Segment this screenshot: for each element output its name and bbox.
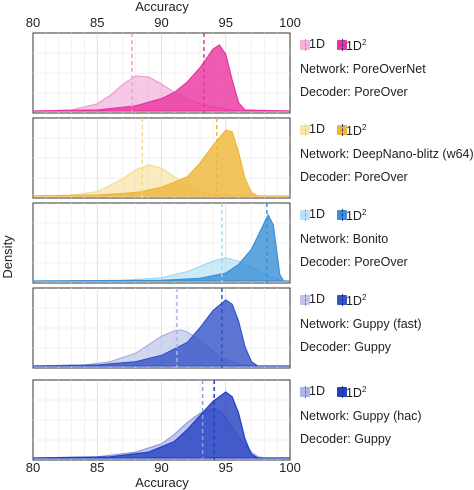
network-label: Network: DeepNano-blitz (w64) bbox=[300, 147, 474, 161]
bottom-tick-label: 100 bbox=[279, 460, 301, 475]
legend-mean-line bbox=[305, 38, 306, 51]
legend-label: 1D bbox=[309, 122, 325, 136]
legend-label: 1D2 bbox=[345, 38, 367, 53]
legend-mean-line bbox=[341, 208, 343, 221]
legend-label: 1D bbox=[309, 37, 325, 51]
density-area-1d2 bbox=[32, 213, 290, 282]
legend-label: 1D bbox=[309, 292, 325, 306]
legend-mean-line bbox=[305, 208, 306, 221]
top-tick-label: 100 bbox=[279, 15, 301, 30]
panel-legend: 1D 1D2 Network: DeepNano-blitz (w64) Decode… bbox=[300, 116, 474, 189]
panel-3 bbox=[32, 202, 291, 284]
top-tick-label: 80 bbox=[26, 15, 40, 30]
legend-label: 1D2 bbox=[345, 385, 367, 400]
legend-label: 1D bbox=[309, 384, 325, 398]
legend-item-1d2: 1D2 bbox=[336, 378, 367, 405]
panel-5 bbox=[32, 379, 291, 461]
legend-item-1d: 1D bbox=[300, 118, 325, 141]
top-tick-label: 95 bbox=[219, 15, 233, 30]
legend-label: 1D2 bbox=[345, 208, 367, 223]
top-tick-label: 85 bbox=[90, 15, 104, 30]
legend-series-row: 1D 1D2 bbox=[300, 201, 408, 228]
network-label: Network: Bonito bbox=[300, 232, 389, 246]
legend-item-1d: 1D bbox=[300, 203, 325, 226]
decoder-label: Decoder: PoreOver bbox=[300, 85, 408, 99]
legend-item-1d2: 1D2 bbox=[336, 201, 367, 228]
legend-mean-line bbox=[341, 38, 343, 51]
decoder-label: Decoder: Guppy bbox=[300, 340, 392, 354]
density-area-1d2 bbox=[32, 391, 290, 459]
legend-series-row: 1D 1D2 bbox=[300, 286, 422, 313]
legend-mean-line bbox=[341, 123, 343, 136]
decoder-label: Decoder: PoreOver bbox=[300, 255, 408, 269]
y-axis-label: Density bbox=[0, 235, 15, 279]
panel-legend: 1D 1D2 Network: Guppy (hac) Decoder: Guppy bbox=[300, 378, 422, 451]
top-axis-title: Accuracy bbox=[135, 0, 189, 14]
legend-mean-line bbox=[305, 123, 306, 136]
density-area-1d2 bbox=[32, 299, 290, 367]
panel-legend: 1D 1D2 Network: Bonito Decoder: PoreOver bbox=[300, 201, 408, 274]
legend-label: 1D2 bbox=[345, 123, 367, 138]
legend-item-1d2: 1D2 bbox=[336, 116, 367, 143]
legend-label: 1D bbox=[309, 207, 325, 221]
decoder-label: Decoder: Guppy bbox=[300, 432, 392, 446]
panel-2 bbox=[32, 117, 291, 199]
panel-legend: 1D 1D2 Network: PoreOverNet Decoder: PoreOv… bbox=[300, 31, 426, 104]
density-area-1d2 bbox=[32, 129, 290, 197]
legend-item-1d: 1D bbox=[300, 380, 325, 403]
panel-legend: 1D 1D2 Network: Guppy (fast) Decoder: Guppy bbox=[300, 286, 422, 359]
bottom-axis-title: Accuracy bbox=[135, 475, 189, 490]
legend-item-1d: 1D bbox=[300, 33, 325, 56]
legend-mean-line bbox=[305, 293, 306, 306]
legend-series-row: 1D 1D2 bbox=[300, 31, 426, 58]
bottom-tick-label: 80 bbox=[26, 460, 40, 475]
top-tick-label: 90 bbox=[154, 15, 168, 30]
bottom-tick-label: 85 bbox=[90, 460, 104, 475]
bottom-tick-label: 90 bbox=[154, 460, 168, 475]
decoder-label: Decoder: PoreOver bbox=[300, 170, 408, 184]
network-label: Network: Guppy (hac) bbox=[300, 409, 422, 423]
legend-item-1d: 1D bbox=[300, 288, 325, 311]
legend-label: 1D2 bbox=[345, 293, 367, 308]
network-label: Network: Guppy (fast) bbox=[300, 317, 422, 331]
density-area-1d2 bbox=[32, 44, 291, 112]
legend-series-row: 1D 1D2 bbox=[300, 116, 474, 143]
legend-item-1d2: 1D2 bbox=[336, 31, 367, 58]
panel-1 bbox=[32, 32, 291, 114]
panel-4 bbox=[32, 287, 291, 369]
network-label: Network: PoreOverNet bbox=[300, 62, 426, 76]
bottom-tick-label: 95 bbox=[219, 460, 233, 475]
legend-mean-line bbox=[341, 385, 343, 398]
legend-mean-line bbox=[305, 385, 306, 398]
legend-item-1d2: 1D2 bbox=[336, 286, 367, 313]
legend-series-row: 1D 1D2 bbox=[300, 378, 422, 405]
legend-mean-line bbox=[341, 293, 343, 306]
